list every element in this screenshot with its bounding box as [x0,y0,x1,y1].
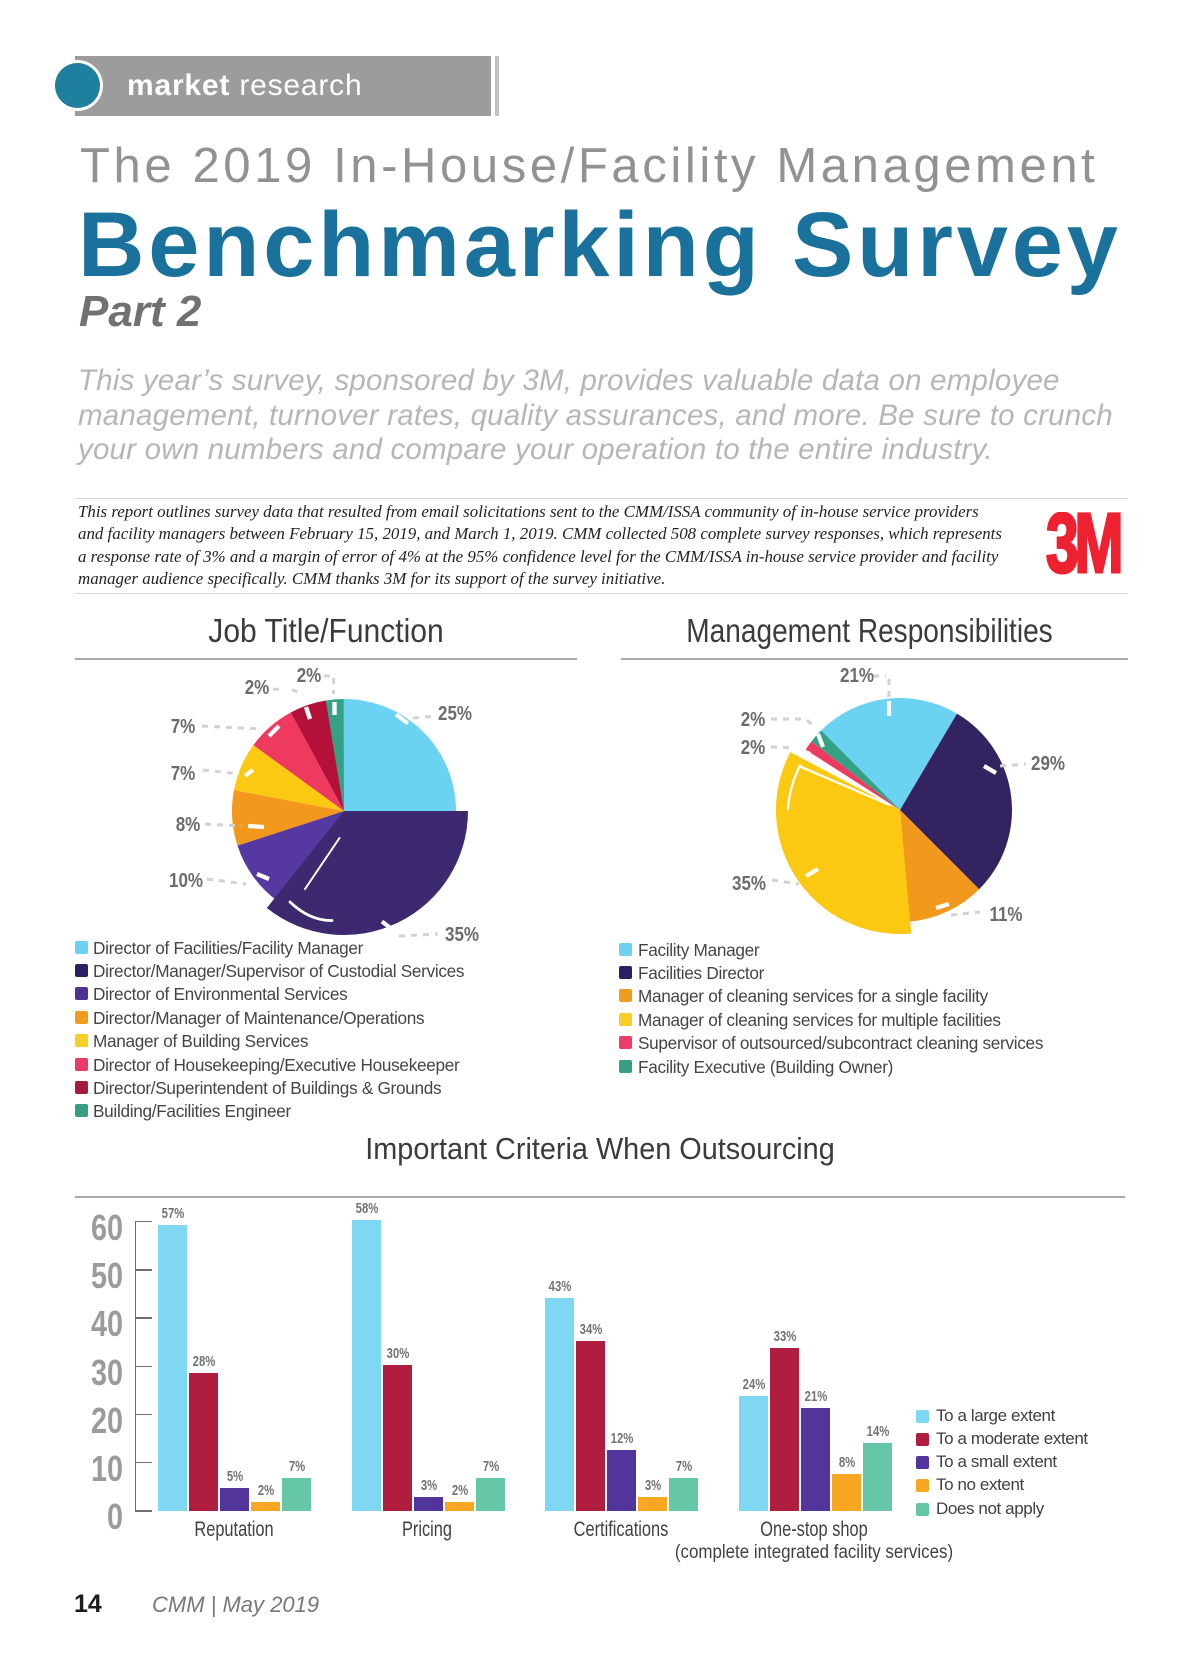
svg-text:2%: 2% [245,676,270,699]
svg-text:2%: 2% [741,736,766,759]
svg-text:35%: 35% [445,923,479,946]
svg-text:21%: 21% [840,664,874,687]
svg-text:7%: 7% [171,715,196,738]
svg-text:10%: 10% [169,869,203,892]
svg-text:35%: 35% [732,872,766,895]
svg-text:7%: 7% [171,762,196,785]
svg-text:8%: 8% [176,813,201,836]
svg-text:11%: 11% [989,903,1022,926]
svg-text:25%: 25% [438,702,472,725]
svg-text:2%: 2% [297,664,322,687]
svg-text:2%: 2% [741,708,766,731]
svg-text:3M: 3M [1046,512,1120,582]
svg-text:29%: 29% [1031,752,1065,775]
